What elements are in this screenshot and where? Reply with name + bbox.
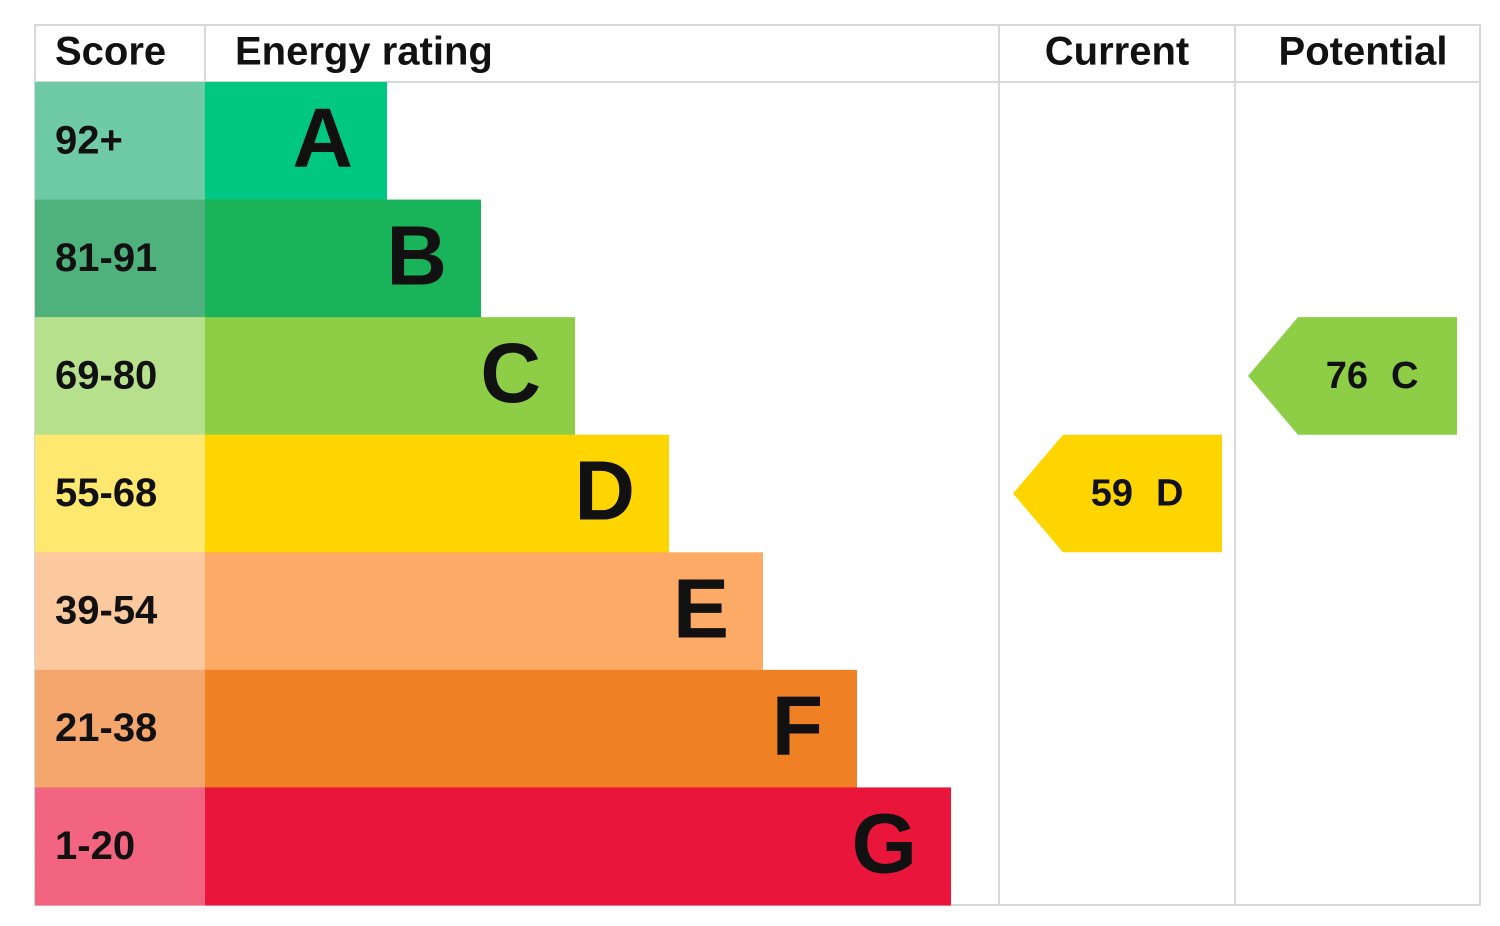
rating-bar xyxy=(205,199,481,318)
score-cell xyxy=(35,82,205,201)
score-cell xyxy=(35,199,205,318)
rating-letter: D xyxy=(574,444,635,538)
score-label: 69-80 xyxy=(55,353,157,397)
score-cell xyxy=(35,552,205,671)
rating-letter: B xyxy=(386,209,447,303)
score-label: 21-38 xyxy=(55,706,157,750)
rating-bar xyxy=(205,552,763,671)
score-label: 39-54 xyxy=(55,589,158,633)
rating-letter: G xyxy=(852,796,917,890)
header-current: Current xyxy=(1045,30,1189,74)
current-rating: D xyxy=(1156,473,1183,515)
rating-letter: C xyxy=(480,326,541,420)
rating-bar xyxy=(205,317,575,436)
header-rating: Energy rating xyxy=(235,30,493,74)
potential-rating: C xyxy=(1391,355,1418,397)
potential-score: 76 xyxy=(1326,355,1368,397)
rating-letter: E xyxy=(673,561,729,655)
score-label: 1-20 xyxy=(55,824,135,868)
rating-bar xyxy=(205,669,857,788)
score-cell xyxy=(35,669,205,788)
score-label: 92+ xyxy=(55,118,123,162)
rating-letter: A xyxy=(292,91,353,185)
score-cell xyxy=(35,787,205,906)
rating-bar xyxy=(205,434,669,553)
score-cell xyxy=(35,317,205,436)
score-label: 55-68 xyxy=(55,471,157,515)
current-arrow xyxy=(1013,434,1222,553)
rating-letter: F xyxy=(772,679,823,773)
score-label: 81-91 xyxy=(55,236,157,280)
rating-bar xyxy=(205,82,387,201)
header-potential: Potential xyxy=(1279,30,1448,74)
rating-bar xyxy=(205,787,951,906)
score-cell xyxy=(35,434,205,553)
potential-arrow xyxy=(1248,317,1457,435)
current-score: 59 xyxy=(1091,473,1133,515)
header-score: Score xyxy=(55,30,166,74)
